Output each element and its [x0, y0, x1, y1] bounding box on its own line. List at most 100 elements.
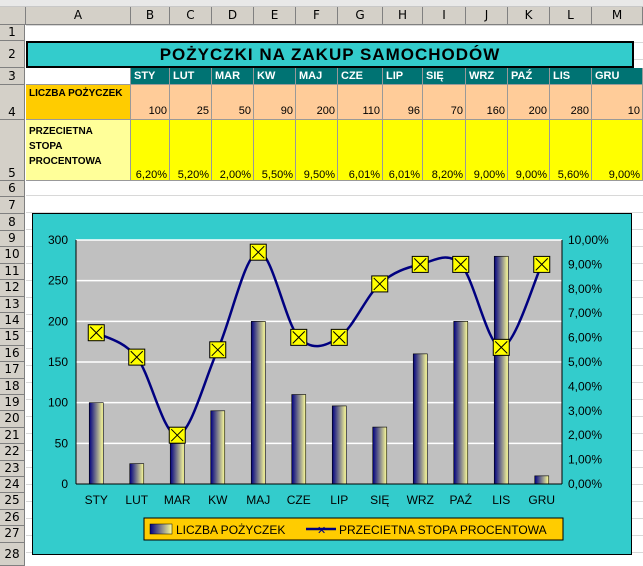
month-header-7: SIĘ: [423, 68, 466, 85]
svg-text:✕: ✕: [317, 525, 326, 537]
x-tick-label: STY: [85, 493, 108, 507]
column-header-h[interactable]: H: [383, 7, 423, 25]
row-header-14[interactable]: 14: [0, 313, 25, 330]
row-header-7[interactable]: 7: [0, 197, 25, 214]
select-all-corner[interactable]: [0, 7, 26, 25]
row-header-10[interactable]: 10: [0, 247, 25, 264]
formula-bar-strip: [0, 0, 643, 7]
table-title: POŻYCZKI NA ZAKUP SAMOCHODÓW: [26, 41, 634, 68]
row-header-6[interactable]: 6: [0, 181, 25, 197]
row-header-27[interactable]: 27: [0, 526, 25, 543]
column-header-l[interactable]: L: [550, 7, 592, 25]
row-header-1[interactable]: 1: [0, 25, 25, 41]
month-header-3: KW: [254, 68, 296, 85]
combo-chart[interactable]: 0 50 100 150 200 250 300 0,00% 1,00% 2,00% 3,00% 4…: [32, 213, 632, 555]
column-header-i[interactable]: I: [423, 7, 466, 25]
row-header-15[interactable]: 15: [0, 329, 25, 346]
right-tick-label: 3,00%: [568, 404, 602, 418]
rate-marker-lis: [492, 338, 510, 356]
rate-cell: 6,20%: [131, 120, 170, 181]
column-header-d[interactable]: D: [212, 7, 254, 25]
loan-count-cell: 96: [383, 85, 423, 120]
column-header-b[interactable]: B: [131, 7, 170, 25]
rate-cell: 9,50%: [296, 120, 338, 181]
column-header-c[interactable]: C: [170, 7, 212, 25]
x-tick-label: LIS: [492, 493, 510, 507]
rate-marker-cze: [290, 328, 308, 346]
bar-wrz: [412, 353, 428, 485]
column-header-f[interactable]: F: [296, 7, 338, 25]
right-tick-label: 4,00%: [568, 379, 602, 393]
rate-marker-kw: [209, 341, 227, 359]
rate-cell: 5,50%: [254, 120, 296, 181]
loan-count-cell: 50: [212, 85, 254, 120]
x-tick-label: GRU: [528, 493, 555, 507]
row-header-4[interactable]: 4: [0, 85, 25, 120]
row-header-19[interactable]: 19: [0, 395, 25, 412]
row-header-2[interactable]: 2: [0, 41, 25, 68]
rate-marker-mar: [168, 426, 186, 444]
column-header-a[interactable]: A: [26, 7, 131, 25]
legend-bar-swatch: [149, 523, 173, 535]
row-header-5[interactable]: 5: [0, 120, 25, 181]
column-header-k[interactable]: K: [508, 7, 550, 25]
left-tick-label: 100: [48, 396, 68, 410]
right-tick-label: 2,00%: [568, 428, 602, 442]
legend-line-label: PRZECIETNA STOPA PROCENTOWA: [339, 523, 547, 537]
row-header-3[interactable]: 3: [0, 68, 25, 85]
rate-cell: 9,00%: [466, 120, 508, 181]
row-header-9[interactable]: 9: [0, 231, 25, 248]
row-header-12[interactable]: 12: [0, 280, 25, 297]
row-header-26[interactable]: 26: [0, 509, 25, 527]
column-header-m[interactable]: M: [592, 7, 643, 25]
row-header-21[interactable]: 21: [0, 427, 25, 445]
right-axis: 0,00% 1,00% 2,00% 3,00% 4,00% 5,00% 6,00% 7,00%…: [561, 233, 609, 491]
column-header-g[interactable]: G: [338, 7, 383, 25]
row-header-20[interactable]: 20: [0, 411, 25, 428]
rate-cell: 2,00%: [212, 120, 254, 181]
x-tick-label: CZE: [287, 493, 311, 507]
x-tick-label: SIĘ: [370, 493, 389, 507]
row-header-8[interactable]: 8: [0, 214, 25, 231]
column-header-e[interactable]: E: [254, 7, 296, 25]
rate-marker-maj: [249, 243, 267, 261]
rate-cell: 5,20%: [170, 120, 212, 181]
row-header-16[interactable]: 16: [0, 345, 25, 363]
month-header-2: MAR: [212, 68, 254, 85]
chart-svg: 0 50 100 150 200 250 300 0,00% 1,00% 2,00% 3,00% 4…: [48, 233, 609, 541]
loan-count-cell: 110: [338, 85, 383, 120]
row-header-23[interactable]: 23: [0, 460, 25, 477]
legend-bar-label: LICZBA POŻYCZEK: [176, 523, 285, 537]
row-header-13[interactable]: 13: [0, 296, 25, 313]
bar-się: [372, 426, 388, 485]
left-tick-label: 0: [61, 477, 68, 491]
row-header-28[interactable]: 28: [0, 542, 25, 566]
right-tick-label: 1,00%: [568, 453, 602, 467]
rate-cell: 6,01%: [338, 120, 383, 181]
bar-cze: [291, 394, 307, 485]
right-tick-label: 6,00%: [568, 331, 602, 345]
loan-count-cell: 70: [423, 85, 466, 120]
loan-count-cell: 10: [592, 85, 643, 120]
rate-label: PRZECIETNA STOPA PROCENTOWA: [26, 120, 131, 181]
row-header-25[interactable]: 25: [0, 493, 25, 510]
right-tick-label: 5,00%: [568, 355, 602, 369]
row3-label-cell: [26, 68, 131, 85]
month-header-5: CZE: [338, 68, 383, 85]
loan-count-cell: 280: [550, 85, 592, 120]
rate-cell: 6,01%: [383, 120, 423, 181]
rate-marker-lip: [330, 328, 348, 346]
row-header-18[interactable]: 18: [0, 378, 25, 395]
row-header-24[interactable]: 24: [0, 477, 25, 494]
month-header-0: STY: [131, 68, 170, 85]
bar-mar: [169, 443, 185, 485]
gridlines: [76, 239, 562, 445]
row-header-22[interactable]: 22: [0, 444, 25, 461]
bar-lis: [493, 255, 509, 485]
row-header-17[interactable]: 17: [0, 362, 25, 379]
month-header-11: GRU: [592, 68, 643, 85]
row-header-11[interactable]: 11: [0, 263, 25, 281]
month-header-4: MAJ: [296, 68, 338, 85]
column-header-j[interactable]: J: [466, 7, 508, 25]
bar-gru: [534, 475, 550, 485]
